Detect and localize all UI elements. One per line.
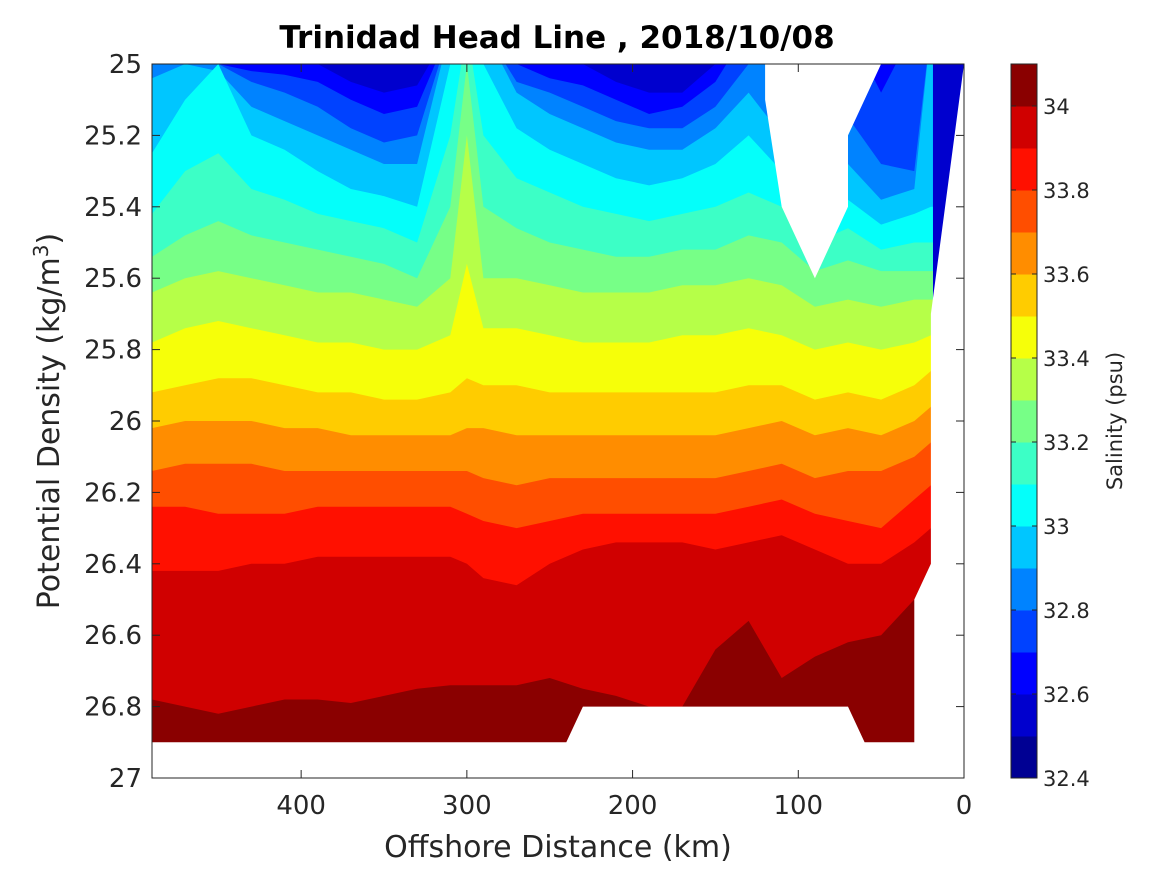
y-tick-label: 26.6	[84, 621, 142, 651]
colorbar-tick-label: 33.4	[1043, 347, 1090, 371]
y-tick-label: 25.4	[84, 193, 142, 223]
colorbar-tick-label: 32.4	[1043, 767, 1090, 791]
colorbar-segment	[1011, 484, 1037, 527]
y-axis-label-superscript: 3	[29, 244, 53, 257]
colorbar-tick-label: 32.6	[1043, 683, 1090, 707]
colorbar-frame	[1010, 63, 1038, 779]
colorbar-segment	[1011, 736, 1037, 779]
x-tick-label: 100	[773, 791, 823, 821]
y-tick-label: 26.8	[84, 693, 142, 723]
colorbar-segment	[1011, 148, 1037, 191]
colorbar-segment	[1011, 694, 1037, 737]
y-tick-label: 26.4	[84, 550, 142, 580]
colorbar-segment	[1011, 526, 1037, 569]
x-axis-ticks: 400 300 200 100 0	[276, 64, 972, 821]
y-tick-label: 25.6	[84, 264, 142, 294]
colorbar-tick-label: 32.8	[1043, 599, 1090, 623]
y-tick-label: 25.2	[84, 121, 142, 151]
y-tick-label: 25.8	[84, 336, 142, 366]
y-axis-label-main: Potential Density (kg/m	[32, 257, 67, 609]
colorbar-segment	[1011, 442, 1037, 485]
y-axis-label: Potential Density (kg/m3)	[29, 233, 67, 609]
y-tick-label: 27	[109, 764, 142, 794]
colorbar-tick-label: 33.2	[1043, 431, 1090, 455]
colorbar-label: Salinity (psu)	[1103, 352, 1127, 490]
x-tick-label: 200	[608, 791, 658, 821]
colorbar-segment	[1011, 610, 1037, 653]
x-tick-label: 400	[276, 791, 326, 821]
colorbar-segment	[1011, 64, 1037, 107]
y-tick-label: 26.2	[84, 478, 142, 508]
colorbar-segment	[1011, 232, 1037, 275]
colorbar-segment	[1011, 190, 1037, 233]
x-axis-label: Offshore Distance (km)	[384, 830, 732, 865]
no-data-region-upper-gap	[765, 64, 882, 279]
colorbar-segment	[1011, 274, 1037, 317]
x-tick-label: 300	[442, 791, 492, 821]
colorbar-tick-label: 33	[1043, 515, 1070, 539]
colorbar-ticks: 32.4 32.6 32.8 33 33.2 33.4 33.6 33.8 34	[1011, 95, 1090, 791]
y-axis-ticks: 25 25.2 25.4 25.6 25.8 26 26.2 26.4 26.6 26.8 27	[84, 50, 964, 794]
colorbar-segment	[1011, 652, 1037, 695]
x-tick-label: 0	[956, 791, 973, 821]
colorbar-segment	[1011, 568, 1037, 611]
colorbar-segment	[1011, 316, 1037, 359]
colorbar-segment	[1011, 400, 1037, 443]
colorbar-tick-label: 33.6	[1043, 263, 1090, 287]
colorbar-tick-label: 34	[1043, 95, 1070, 119]
colorbar	[1011, 64, 1037, 779]
no-data-layer	[152, 64, 964, 778]
chart-title: Trinidad Head Line , 2018/10/08	[279, 20, 834, 56]
y-tick-label: 26	[109, 407, 142, 437]
colorbar-segment	[1011, 106, 1037, 149]
colorbar-segment	[1011, 358, 1037, 401]
y-axis-label-close: )	[32, 233, 67, 245]
colorbar-tick-label: 33.8	[1043, 179, 1090, 203]
y-tick-label: 25	[109, 50, 142, 80]
